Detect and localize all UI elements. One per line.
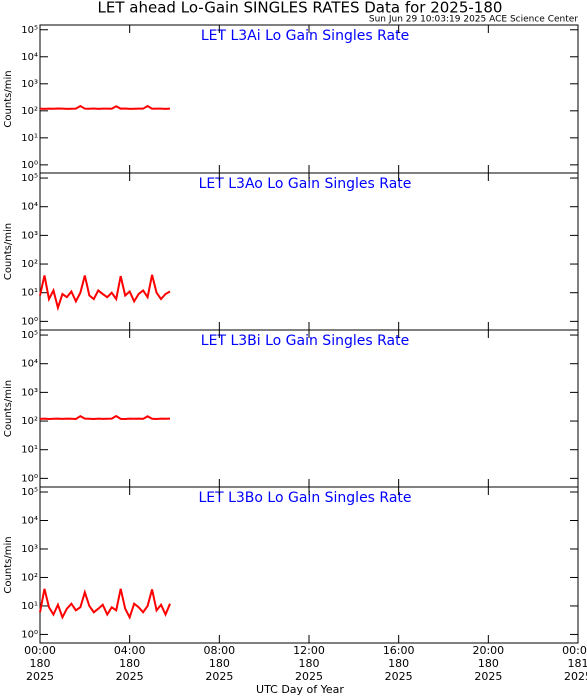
x-tick-day: 180 bbox=[119, 657, 140, 670]
data-line bbox=[39, 414, 171, 420]
y-tick-label: 10⁵ bbox=[21, 487, 38, 498]
y-tick-label: 10⁰ bbox=[21, 473, 38, 484]
x-tick-day: 181 bbox=[568, 657, 587, 670]
y-tick-label: 10² bbox=[21, 572, 38, 583]
x-tick-label: 00:00 bbox=[24, 644, 56, 657]
x-tick-label: 16:00 bbox=[383, 644, 415, 657]
y-tick-label: 10³ bbox=[21, 79, 38, 90]
y-tick-label: 10² bbox=[21, 416, 38, 427]
y-tick-label: 10¹ bbox=[21, 288, 38, 299]
y-tick-label: 10⁵ bbox=[21, 330, 38, 341]
y-tick-label: 10³ bbox=[21, 230, 38, 241]
y-tick-label: 10¹ bbox=[21, 601, 38, 612]
x-tick-year: 2025 bbox=[205, 670, 233, 683]
y-tick-label: 10² bbox=[21, 106, 38, 117]
panel-title: LET L3Ai Lo Gain Singles Rate bbox=[201, 28, 409, 44]
x-tick-label: 08:00 bbox=[203, 644, 235, 657]
x-tick-day: 180 bbox=[209, 657, 230, 670]
y-axis-label: Counts/min bbox=[3, 380, 14, 437]
y-tick-label: 10⁴ bbox=[21, 202, 38, 213]
y-tick-label: 10¹ bbox=[21, 133, 38, 144]
x-tick-year: 2025 bbox=[295, 670, 323, 683]
y-tick-label: 10⁴ bbox=[21, 359, 38, 370]
x-tick-year: 2025 bbox=[26, 670, 54, 683]
x-tick-label: 00:00 bbox=[562, 644, 587, 657]
page-title: LET ahead Lo-Gain SINGLES RATES Data for… bbox=[98, 0, 503, 17]
y-tick-label: 10³ bbox=[21, 387, 38, 398]
x-axis-label: UTC Day of Year bbox=[256, 683, 344, 696]
plot-frame bbox=[39, 24, 579, 174]
x-tick-year: 2025 bbox=[474, 670, 502, 683]
panel-title: LET L3Bo Lo Gain Singles Rate bbox=[198, 490, 411, 506]
x-tick-day: 180 bbox=[299, 657, 320, 670]
y-tick-label: 10⁵ bbox=[21, 25, 38, 36]
plot-frame bbox=[39, 486, 579, 644]
x-tick-label: 20:00 bbox=[472, 644, 504, 657]
y-tick-label: 10³ bbox=[21, 544, 38, 555]
panel-title: LET L3Ao Lo Gain Singles Rate bbox=[199, 176, 412, 192]
x-tick-day: 180 bbox=[478, 657, 499, 670]
x-tick-year: 2025 bbox=[116, 670, 144, 683]
x-tick-year: 2025 bbox=[564, 670, 587, 683]
y-tick-label: 10² bbox=[21, 259, 38, 270]
y-tick-label: 10⁴ bbox=[21, 52, 38, 63]
data-line bbox=[39, 588, 171, 620]
x-tick-day: 180 bbox=[30, 657, 51, 670]
x-tick-year: 2025 bbox=[385, 670, 413, 683]
x-tick-day: 180 bbox=[388, 657, 409, 670]
y-tick-label: 10⁵ bbox=[21, 173, 38, 184]
x-tick-label: 04:00 bbox=[114, 644, 146, 657]
y-tick-label: 10⁰ bbox=[21, 629, 38, 640]
y-tick-label: 10⁴ bbox=[21, 515, 38, 526]
data-line bbox=[39, 274, 171, 312]
timestamp: Sun Jun 29 10:03:19 2025 ACE Science Cen… bbox=[369, 15, 578, 25]
y-axis-label: Counts/min bbox=[3, 70, 14, 127]
y-tick-label: 10⁰ bbox=[21, 160, 38, 171]
y-axis-label: Counts/min bbox=[3, 223, 14, 280]
plot-frame bbox=[39, 172, 579, 331]
data-line bbox=[39, 104, 171, 110]
y-tick-label: 10⁰ bbox=[21, 316, 38, 327]
panel-title: LET L3Bi Lo Gain Singles Rate bbox=[201, 333, 409, 349]
y-tick-label: 10¹ bbox=[21, 445, 38, 456]
x-tick-label: 12:00 bbox=[293, 644, 325, 657]
plot-frame bbox=[39, 329, 579, 488]
y-axis-label: Counts/min bbox=[3, 536, 14, 593]
